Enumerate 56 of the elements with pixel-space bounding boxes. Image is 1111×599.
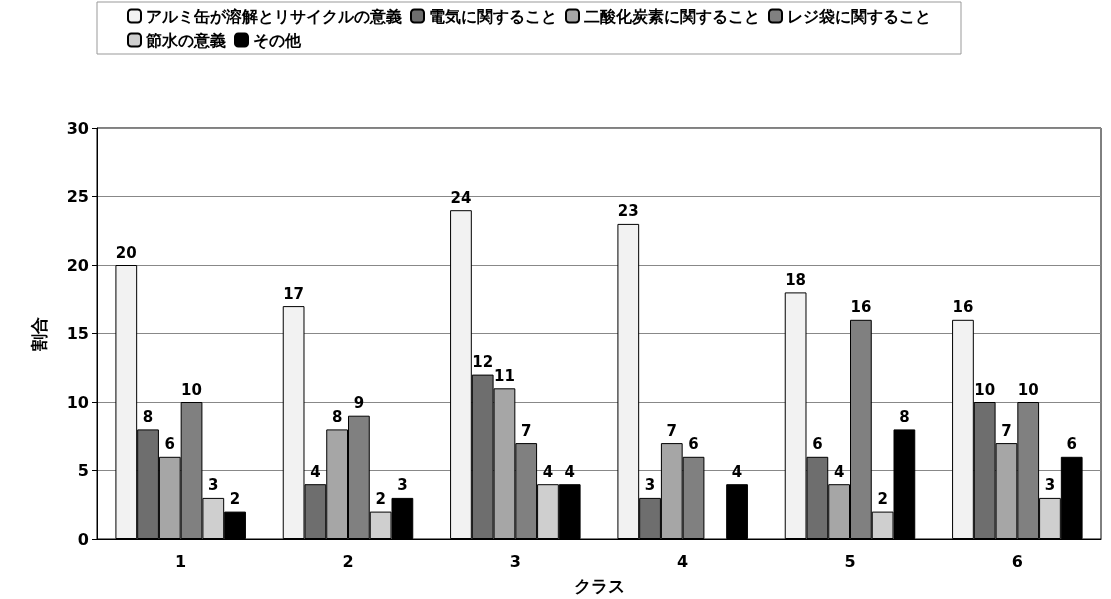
- data-label: 24: [450, 188, 472, 207]
- x-tick-label: 2: [342, 551, 354, 571]
- data-label: 6: [812, 435, 823, 454]
- data-label: 9: [353, 394, 365, 413]
- y-tick-label: 0: [77, 529, 89, 549]
- data-label: 4: [731, 462, 743, 481]
- data-label: 23: [617, 202, 639, 221]
- data-label: 17: [283, 284, 305, 303]
- data-label: 4: [833, 462, 845, 481]
- data-label: 10: [181, 380, 202, 399]
- data-label: 7: [520, 421, 532, 440]
- data-label: 6: [1066, 435, 1077, 454]
- data-label: 3: [397, 476, 408, 495]
- data-label: 8: [331, 407, 343, 426]
- y-tick-label: 25: [66, 187, 89, 206]
- data-label: 18: [785, 270, 807, 289]
- y-tick-label: 20: [66, 255, 89, 275]
- data-label: 7: [666, 421, 678, 440]
- data-label: 4: [564, 462, 575, 481]
- y-tick-label: 5: [77, 461, 89, 480]
- legend-label: 二酸化炭素に関すること: [584, 6, 760, 26]
- data-label: 2: [229, 490, 241, 509]
- legend-label: アルミ缶が溶解とリサイクルの意義: [146, 6, 402, 26]
- x-tick-label: 3: [509, 551, 521, 571]
- data-label: 4: [542, 462, 554, 481]
- y-tick-label: 10: [66, 392, 89, 412]
- data-label: 12: [472, 353, 494, 372]
- data-label: 3: [1044, 476, 1056, 495]
- legend-label: 節水の意義: [145, 30, 226, 50]
- data-label: 3: [644, 476, 656, 495]
- x-axis-title: クラス: [573, 575, 625, 596]
- data-label: 7: [1001, 421, 1012, 440]
- data-label: 4: [310, 462, 321, 481]
- legend-label: その他: [253, 30, 302, 50]
- data-label: 3: [208, 476, 219, 495]
- data-label: 10: [974, 380, 996, 399]
- data-label: 8: [142, 407, 154, 426]
- y-tick-label: 30: [66, 118, 89, 138]
- legend-label: 電気に関すること: [429, 6, 557, 26]
- x-tick-label: 5: [844, 551, 856, 571]
- data-label: 16: [952, 298, 974, 317]
- data-label: 16: [850, 298, 872, 317]
- data-label: 6: [688, 435, 699, 454]
- x-tick-label: 6: [1011, 551, 1023, 571]
- y-axis-title: 割合: [28, 316, 49, 352]
- x-tick-label: 1: [175, 551, 187, 571]
- legend-label: レジ袋に関すること: [787, 6, 931, 26]
- data-label: 2: [375, 490, 386, 509]
- data-label: 6: [164, 435, 176, 454]
- data-label: 8: [899, 407, 910, 426]
- data-label: 20: [115, 243, 137, 262]
- data-label: 11: [494, 366, 515, 385]
- data-label: 2: [877, 490, 888, 509]
- x-tick-label: 4: [677, 551, 689, 571]
- y-tick-label: 15: [66, 324, 89, 343]
- data-label: 10: [1017, 380, 1039, 399]
